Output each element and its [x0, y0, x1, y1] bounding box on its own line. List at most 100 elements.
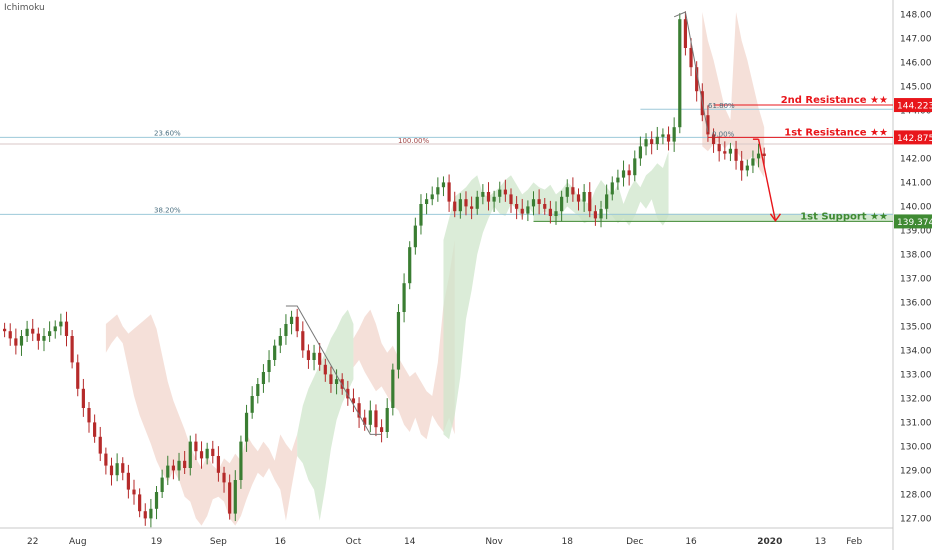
candle-body [436, 187, 440, 195]
y-tick-label: 130.000 [900, 442, 932, 452]
candle-body [31, 328, 35, 334]
candle-body [363, 417, 367, 425]
fib-swing-line [673, 11, 709, 133]
candle-body [593, 211, 597, 219]
candle-body [289, 316, 294, 324]
candle-body [571, 187, 575, 195]
candle-body [554, 211, 558, 216]
x-tick-label: Nov [485, 537, 503, 547]
label-support-1: 1st Support ★★ [800, 211, 888, 222]
candle-body [273, 345, 277, 360]
projection-arrow-head [769, 213, 782, 223]
candle-body [543, 204, 547, 209]
candle-body [199, 451, 204, 459]
candle-body [81, 388, 85, 408]
candle-body [301, 331, 305, 351]
x-tick-label: 13 [815, 537, 826, 547]
y-tick-label: 132.000 [900, 394, 932, 404]
fib-label-0: 0.00% [712, 130, 735, 138]
candle-body [351, 398, 356, 404]
y-tick-label: 127.000 [900, 514, 932, 524]
candle-body [318, 352, 322, 365]
candle-body [711, 134, 716, 144]
x-tick-label: 19 [151, 537, 163, 547]
candle-body [183, 460, 187, 468]
candle-body [565, 187, 569, 197]
y-tick-label: 129.000 [900, 466, 932, 476]
candle-body [177, 460, 181, 471]
fib-label-382: 38.20% [154, 206, 181, 214]
candle-body [621, 170, 626, 178]
x-tick-label: Sep [210, 537, 227, 547]
candle-body [453, 201, 457, 212]
candle-body [599, 208, 603, 219]
candle-body [661, 134, 665, 137]
candle-body [391, 369, 395, 408]
x-tick-label: 22 [27, 537, 38, 547]
candle-body [526, 206, 530, 214]
candle-body [751, 158, 755, 166]
candle-body [424, 199, 429, 204]
x-tick-label: 14 [404, 537, 416, 547]
candle-body [430, 194, 434, 200]
price-tag-resistance-2-box [894, 98, 932, 113]
candle-body [548, 208, 552, 216]
candle-body [520, 208, 524, 214]
price-tag-resistance-1: 142.875 [897, 134, 932, 144]
candle-body [284, 324, 288, 336]
x-tick-label: Oct [346, 537, 362, 547]
candle-body [278, 336, 282, 346]
fib-label-100: 100.00% [398, 137, 429, 145]
y-tick-label: 146.000 [900, 58, 932, 68]
candle-body [728, 148, 733, 154]
candle-body [132, 489, 136, 495]
candle-body [582, 192, 586, 202]
candle-body [402, 283, 406, 312]
candle-body [666, 134, 671, 142]
candle-body [734, 148, 738, 161]
y-tick-label: 138.000 [900, 250, 932, 260]
candle-body [59, 321, 63, 327]
candle-body [115, 463, 119, 476]
candle-body [498, 189, 502, 197]
candle-body [228, 482, 232, 514]
price-tag-resistance-2: 144.223 [897, 102, 932, 112]
candle-body [616, 177, 620, 183]
candle-body [93, 422, 97, 437]
candle-body [644, 139, 648, 147]
y-tick-label: 128.000 [900, 490, 932, 500]
y-tick-label: 136.000 [900, 298, 932, 308]
candle-body [194, 441, 198, 452]
candle-body [531, 199, 536, 207]
candle-body [605, 194, 609, 209]
candle-body [740, 160, 744, 171]
y-tick-label: 139.000 [900, 226, 932, 236]
ichimoku-cloud-bear-2 [353, 240, 455, 440]
candle-body [689, 48, 693, 68]
price-tag-support-1: 139.374 [897, 218, 932, 228]
candle-body [312, 352, 316, 360]
y-tick-label: 145.000 [900, 82, 932, 92]
candle-body [233, 480, 237, 514]
candle-body [138, 494, 142, 512]
y-tick-label: 142.000 [900, 154, 932, 164]
ichimoku-cloud-bear-3 [702, 12, 765, 178]
y-tick-label: 137.000 [900, 274, 932, 284]
candle-body [379, 427, 384, 432]
y-tick-label: 133.000 [900, 370, 932, 380]
candle-body [19, 336, 24, 346]
y-tick-label: 134.000 [900, 346, 932, 356]
candle-body [340, 379, 344, 389]
candle-body [261, 372, 266, 384]
candle-body [42, 336, 46, 341]
price-tag-support-1-box [894, 214, 932, 229]
candle-body [250, 396, 254, 413]
candle-body [306, 350, 311, 360]
candle-body [537, 199, 541, 204]
candle-body [211, 448, 215, 456]
candle-body [14, 338, 18, 346]
candle-body [357, 403, 361, 418]
candle-body [633, 158, 637, 176]
price-axis [893, 0, 932, 550]
